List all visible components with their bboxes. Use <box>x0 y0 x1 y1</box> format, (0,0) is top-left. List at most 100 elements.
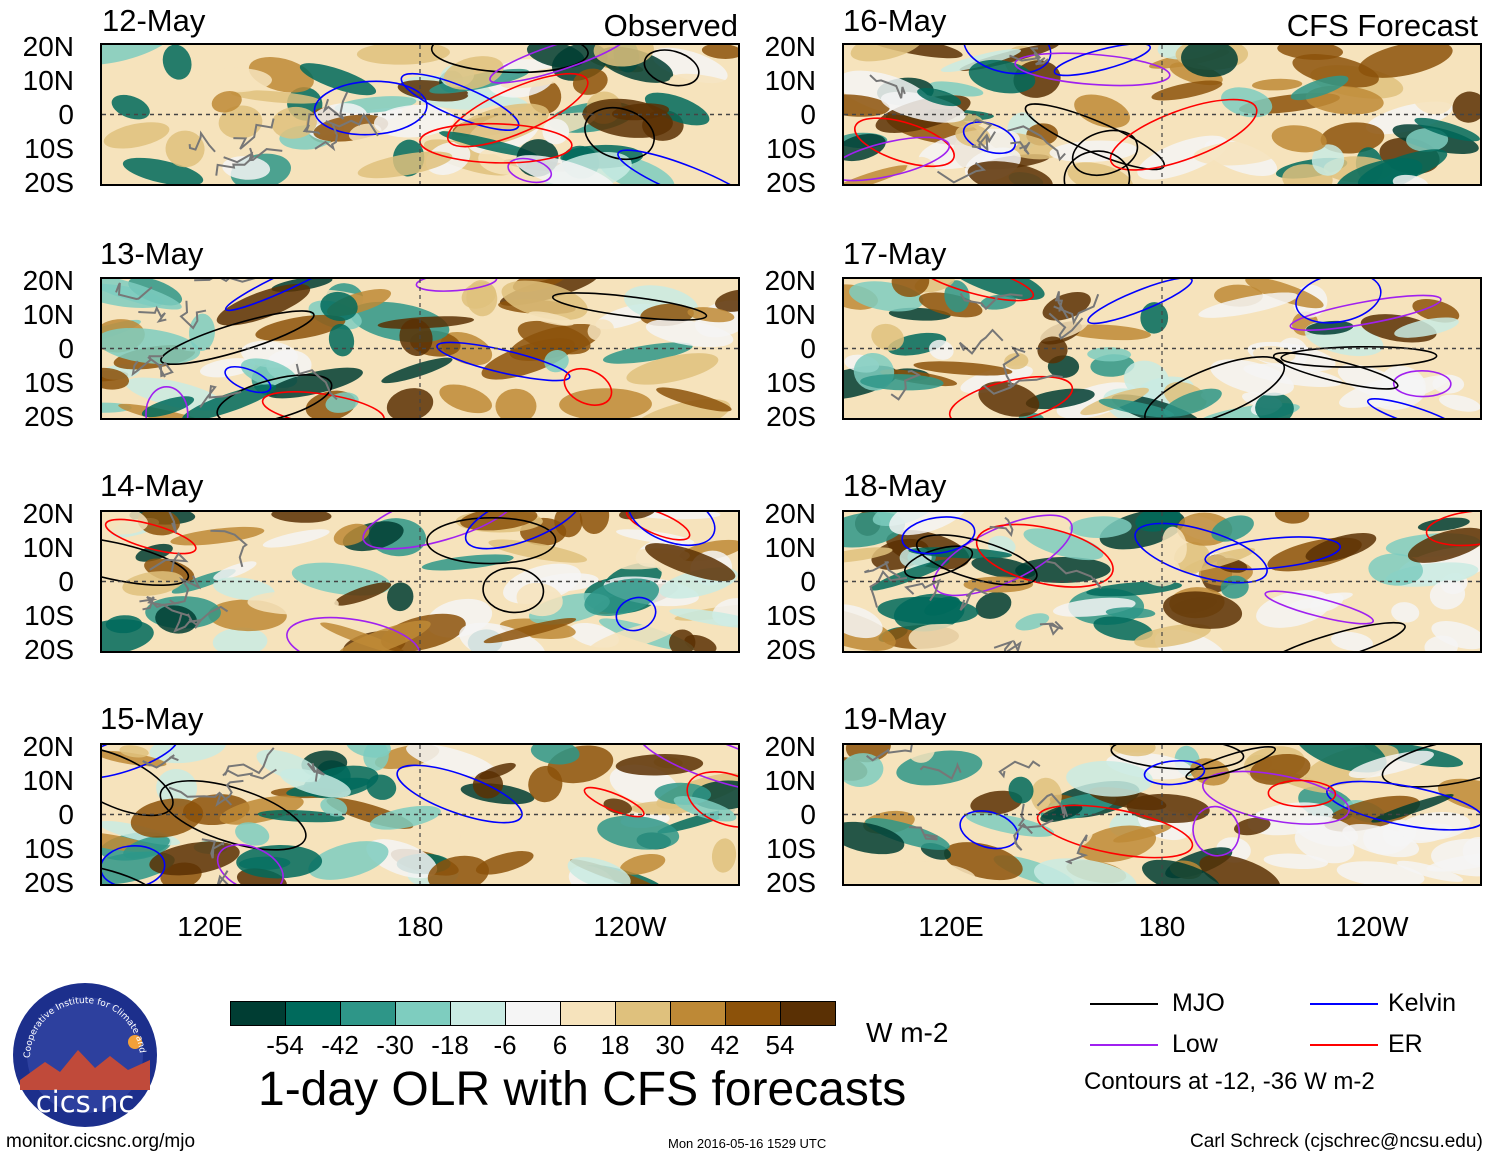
lon-tick-label: 120E <box>177 911 243 942</box>
lat-tick-label: 20S <box>24 867 74 898</box>
main-title: 1-day OLR with CFS forecasts <box>258 1063 907 1116</box>
lat-tick-label: 20N <box>22 31 74 62</box>
cicsnc-logo: Cooperative Institute for Climate and Sa… <box>7 973 160 1130</box>
lon-tick-label: 120W <box>1335 911 1409 942</box>
colorbar-swatch <box>560 1001 616 1026</box>
colorbar-swatch <box>340 1001 396 1026</box>
lat-tick-label: 20S <box>766 867 816 898</box>
lat-tick-label: 20N <box>764 498 816 529</box>
lat-tick-label: 0 <box>58 566 74 597</box>
legend-label-mjo: MJO <box>1172 989 1225 1017</box>
logo-wordmark: cics.nc <box>36 1085 135 1119</box>
colorbar-swatch <box>615 1001 671 1026</box>
lat-tick-label: 10N <box>22 299 74 330</box>
legend-line-kelvin <box>1310 1003 1378 1005</box>
colorbar-tick-label: 6 <box>552 1030 568 1060</box>
colorbar-tick-label: -6 <box>493 1030 517 1060</box>
lat-tick-label: 20N <box>764 31 816 62</box>
lat-tick-label: 10N <box>764 765 816 796</box>
footer-author: Carl Schreck (cjschrec@ncsu.edu) <box>1190 1131 1483 1152</box>
map-panel-16-may <box>842 43 1482 186</box>
lat-tick-label: 20N <box>764 265 816 296</box>
lon-tick-label: 180 <box>1138 911 1186 942</box>
colorbar-swatch <box>395 1001 451 1026</box>
lat-tick-label: 10S <box>766 833 816 864</box>
footer-url: monitor.cicsnc.org/mjo <box>6 1131 196 1152</box>
panel-date-label: 12-May <box>102 3 206 38</box>
lat-tick-label: 10S <box>766 367 816 398</box>
map-panel-15-may <box>100 743 740 886</box>
colorbar-tick-label: 54 <box>765 1030 795 1060</box>
colorbar-tick-label: -54 <box>266 1030 304 1060</box>
legend-line-low <box>1090 1044 1158 1046</box>
colorbar-swatch <box>725 1001 781 1026</box>
lat-tick-label: 10S <box>24 133 74 164</box>
panel-date-label: 15-May <box>100 701 204 736</box>
lat-tick-label: 0 <box>58 799 74 830</box>
olr-map <box>102 512 738 651</box>
lat-tick-label: 10S <box>24 600 74 631</box>
lat-tick-label: 10S <box>766 133 816 164</box>
colorbar-swatch <box>285 1001 341 1026</box>
map-panel-17-may <box>842 277 1482 420</box>
panel-date-label: 19-May <box>843 701 947 736</box>
colorbar-tick-label: 30 <box>655 1030 685 1060</box>
lat-tick-label: 10S <box>24 367 74 398</box>
lat-tick-label: 20S <box>766 401 816 432</box>
olr-map <box>102 45 738 184</box>
map-panel-18-may <box>842 510 1482 653</box>
colorbar-tick-label: -42 <box>321 1030 359 1060</box>
lat-tick-label: 10N <box>764 65 816 96</box>
lat-tick-label: 20N <box>22 265 74 296</box>
lat-tick-label: 20S <box>766 634 816 665</box>
panel-date-label: 18-May <box>843 468 947 503</box>
olr-map <box>844 279 1480 418</box>
colorbar-units: W m-2 <box>866 1017 949 1048</box>
olr-map <box>102 745 738 884</box>
lat-tick-label: 20S <box>766 167 816 198</box>
olr-map <box>844 512 1480 651</box>
forecast-title: CFS Forecast <box>1286 8 1478 43</box>
panel-date-label: 13-May <box>100 236 204 271</box>
colorbar-swatch <box>780 1001 836 1026</box>
colorbar-swatch <box>670 1001 726 1026</box>
legend-label-kelvin: Kelvin <box>1388 989 1457 1017</box>
lon-tick-label: 120E <box>918 911 984 942</box>
lon-tick-label: 120W <box>593 911 667 942</box>
colorbar-swatch <box>450 1001 506 1026</box>
lat-tick-label: 20N <box>22 731 74 762</box>
lat-tick-label: 20N <box>764 731 816 762</box>
olr-map <box>844 45 1480 184</box>
legend-line-er <box>1310 1044 1378 1046</box>
lat-tick-label: 20S <box>24 401 74 432</box>
lon-tick-label: 180 <box>396 911 444 942</box>
lat-tick-label: 0 <box>800 566 816 597</box>
lat-tick-label: 10N <box>22 532 74 563</box>
map-panel-13-may <box>100 277 740 420</box>
olr-map <box>844 745 1480 884</box>
panel-date-label: 14-May <box>100 468 204 503</box>
colorbar-swatch <box>505 1001 561 1026</box>
lat-tick-label: 10N <box>764 299 816 330</box>
map-panel-19-may <box>842 743 1482 886</box>
legend-label-low: Low <box>1172 1030 1218 1058</box>
legend-label-er: ER <box>1388 1030 1423 1058</box>
lat-tick-label: 0 <box>58 99 74 130</box>
lat-tick-label: 0 <box>800 99 816 130</box>
olr-map <box>102 279 738 418</box>
lat-tick-label: 10N <box>22 765 74 796</box>
lat-tick-label: 20S <box>24 167 74 198</box>
colorbar-swatch <box>230 1001 286 1026</box>
lat-tick-label: 10S <box>766 600 816 631</box>
panel-date-label: 16-May <box>843 3 947 38</box>
observed-title: Observed <box>603 8 738 43</box>
footer-timestamp: Mon 2016-05-16 1529 UTC <box>668 1136 827 1151</box>
map-panel-12-may <box>100 43 740 186</box>
lat-tick-label: 0 <box>58 333 74 364</box>
legend-line-mjo <box>1090 1003 1158 1005</box>
colorbar-tick-label: 42 <box>710 1030 740 1060</box>
colorbar-tick-label: -30 <box>376 1030 414 1060</box>
lat-tick-label: 20N <box>22 498 74 529</box>
lat-tick-label: 10N <box>764 532 816 563</box>
map-panel-14-may <box>100 510 740 653</box>
